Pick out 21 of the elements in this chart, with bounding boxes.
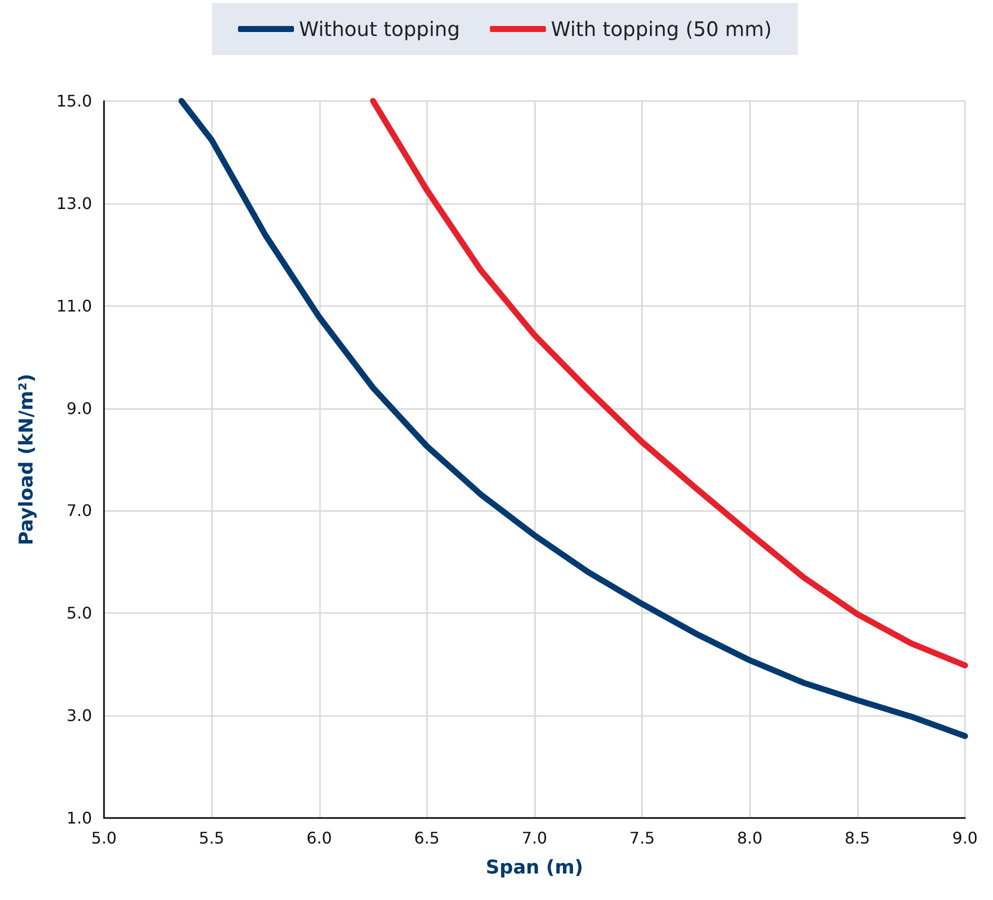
x-tick-label: 7.5 — [629, 828, 655, 848]
x-tick-label: 5.5 — [198, 828, 224, 848]
y-tick-label: 13.0 — [56, 194, 92, 213]
y-tick-label: 5.0 — [66, 604, 92, 623]
y-tick-label: 1.0 — [66, 808, 92, 828]
x-tick-label: 6.5 — [414, 828, 440, 848]
x-tick-label: 8.0 — [737, 828, 762, 848]
legend-label: With topping (50 mm) — [550, 17, 772, 41]
x-tick-label: 5.0 — [91, 828, 117, 848]
y-tick-label: 3.0 — [66, 706, 92, 726]
y-axis-title: Payload (kN/m²) — [16, 374, 38, 546]
y-tick-label: 9.0 — [66, 398, 92, 418]
x-tick-label: 8.5 — [844, 828, 870, 848]
x-axis-title: Span (m) — [486, 856, 584, 878]
y-tick-label: 11.0 — [56, 296, 92, 316]
x-tick-label: 6.0 — [306, 828, 332, 848]
x-tick-label: 7.0 — [522, 828, 548, 848]
legend-label: Without topping — [299, 17, 460, 41]
y-tick-label: 15.0 — [56, 92, 92, 110]
x-tick-label: 9.0 — [952, 828, 978, 848]
y-tick-label: 7.0 — [66, 501, 92, 520]
